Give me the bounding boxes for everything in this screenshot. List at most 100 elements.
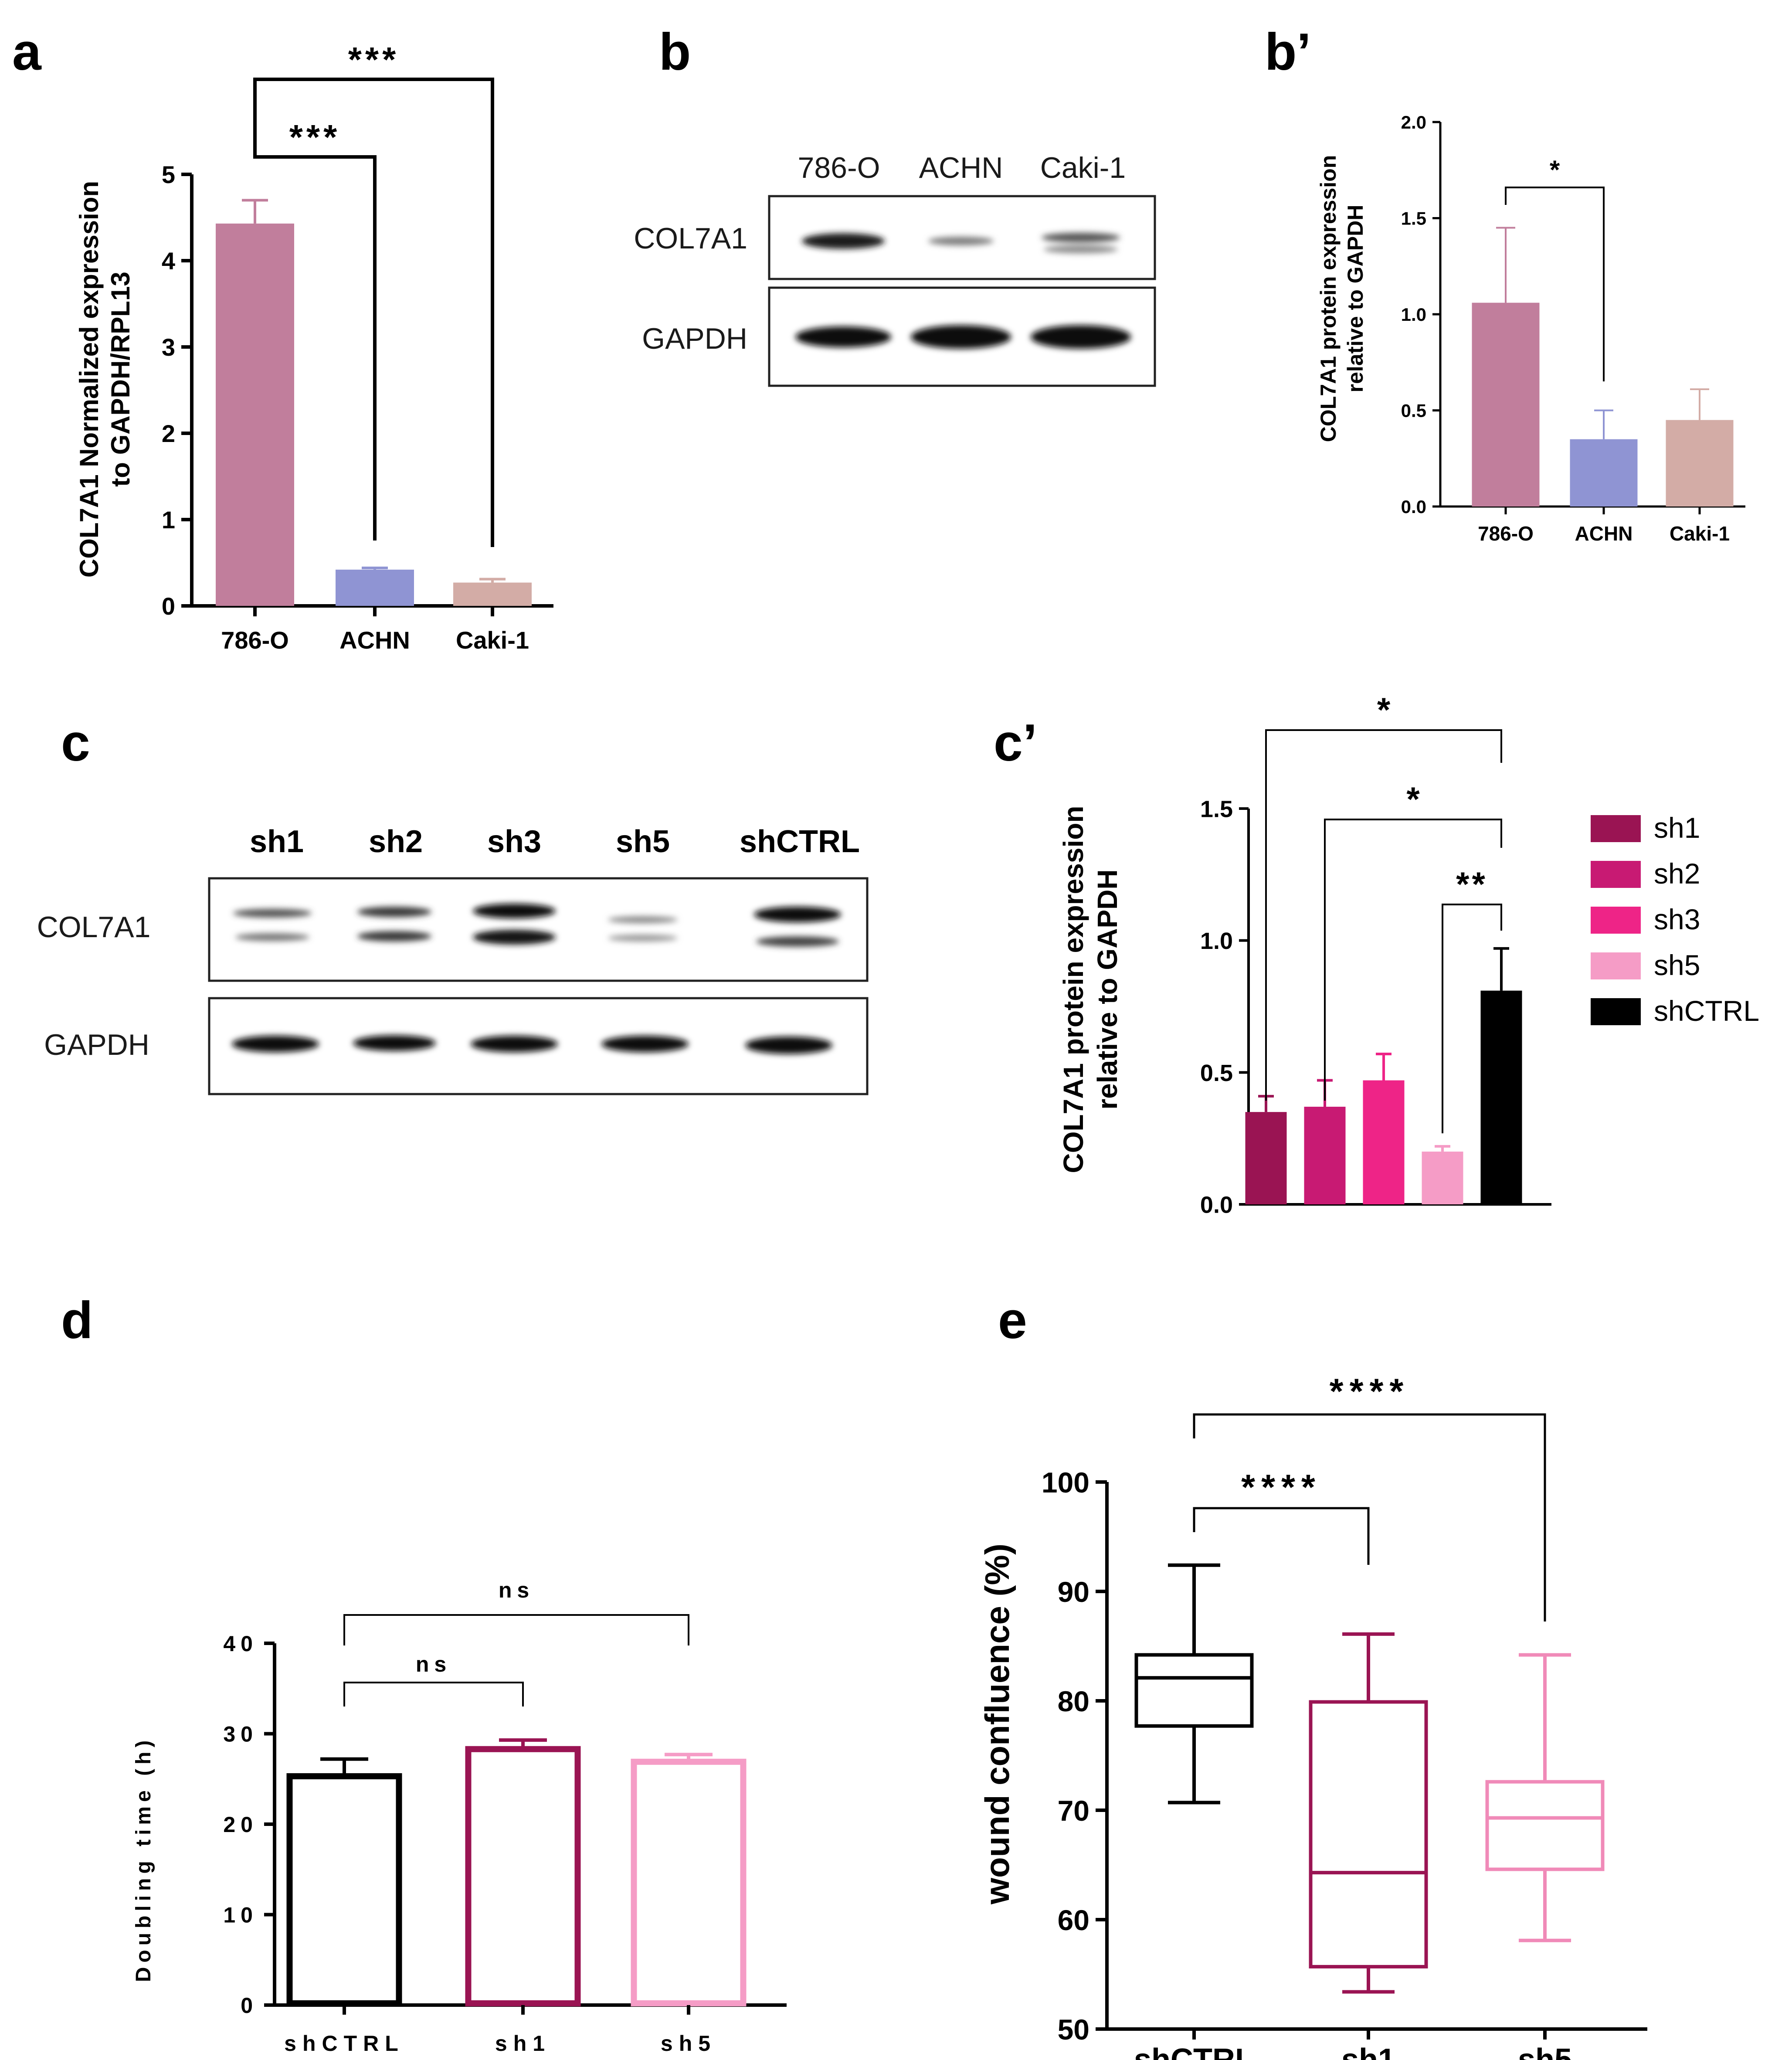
western-blot-c: sh1 sh2 sh3 sh5 shCTRL COL7A1 GAPDH	[37, 824, 869, 1095]
chart-bprime-protein-expression: COL7A1 protein expression relative to GA…	[1316, 112, 1745, 545]
chart-e-box-shctrl	[1134, 1653, 1254, 1728]
chart-cprime-y-tick-label-0-5: 0.5	[1200, 1060, 1233, 1086]
blot-c-row-col7a1: COL7A1	[37, 911, 151, 944]
chart-d-sig-shctrl-sh5-bracket	[343, 1614, 689, 1645]
blot-b-lane-achn: ACHN	[919, 151, 1003, 184]
chart-a-bar-786-o	[216, 223, 294, 606]
band-c-col7a1-sh2-upper	[357, 907, 431, 917]
chart-d-x-tick-label-shctrl: shCTRL	[284, 2031, 404, 2056]
band-c-gapdh-sh3	[471, 1036, 558, 1052]
chart-bprime-y-axis-label: COL7A1 protein expression relative to GA…	[1316, 155, 1368, 442]
chart-cprime-legend-label-shctrl: shCTRL	[1654, 995, 1759, 1027]
chart-a-sig-786o-achn-bracket	[253, 131, 377, 540]
blot-c-lane-sh2: sh2	[369, 824, 423, 859]
blot-b-lane-786o: 786-O	[798, 151, 880, 184]
chart-cprime-bar-sh5	[1422, 1151, 1463, 1204]
chart-a-y-tick-label-1: 1	[162, 506, 175, 534]
band-c-gapdh-sh2	[353, 1035, 436, 1051]
band-c-col7a1-sh5-lower	[608, 935, 678, 942]
chart-cprime-y-tick-label-0-0: 0.0	[1200, 1192, 1233, 1218]
chart-cprime-y-axis-label: COL7A1 protein expression relative to GA…	[1058, 806, 1123, 1173]
band-c-col7a1-sh5-upper	[608, 916, 678, 923]
panel-label-d: d	[61, 1291, 93, 1350]
chart-bprime-bar-caki-1	[1666, 420, 1734, 507]
chart-bprime-x-tick-label-786-o: 786-O	[1478, 522, 1534, 545]
panel-label-a: a	[12, 23, 42, 81]
chart-d-sig-shctrl-sh1-bracket	[343, 1682, 524, 1706]
chart-e-y-tick-label-80: 80	[1058, 1685, 1089, 1717]
chart-e-x-tick-label-sh5: sh5	[1518, 2043, 1572, 2060]
chart-a-y-tick-label-0: 0	[162, 592, 175, 620]
chart-cprime-legend-swatch-sh2	[1591, 861, 1641, 888]
chart-e-sig-shctrl-sh1-label: ****	[1241, 1468, 1321, 1507]
chart-d-sig-shctrl-sh1-label: ns	[416, 1652, 451, 1676]
chart-a-y-tick-label-3: 3	[162, 333, 175, 361]
band-c-gapdh-sh5	[601, 1036, 689, 1052]
chart-e-sig-shctrl-sh1-bracket	[1193, 1507, 1370, 1565]
chart-d-y-tick-label-30: 30	[223, 1722, 258, 1747]
chart-a-ylabel-line2: to GAPDH/RPL13	[106, 272, 135, 486]
chart-d-ylabel: Doubling time (h)	[132, 1736, 155, 1982]
blot-c-lane-shctrl: shCTRL	[740, 824, 860, 859]
band-b-gapdh-786o	[795, 326, 891, 347]
chart-e-sig-shctrl-sh5-bracket	[1193, 1413, 1546, 1621]
band-c-col7a1-sh2-lower	[357, 931, 431, 942]
blot-b-lane-caki1: Caki-1	[1040, 151, 1126, 184]
chart-cprime-legend-label-sh5: sh5	[1654, 949, 1700, 981]
chart-a-relative-expression: COL7A1 Normalized expression to GAPDH/RP…	[75, 40, 553, 654]
chart-bprime-y-tick-label-0-0: 0.0	[1401, 496, 1426, 517]
chart-cprime-sig-sh1-shctrl-bracket	[1265, 729, 1502, 1101]
chart-cprime-bar-sh1	[1245, 1112, 1287, 1204]
chart-e-sig-shctrl-sh5-label: ****	[1330, 1372, 1410, 1411]
chart-cprime-bar-shctrl	[1480, 990, 1522, 1204]
chart-d-doubling-time: Doubling time (h) 0 10 20 30 40 shCTRL sh1 sh5 n…	[132, 1578, 787, 2056]
chart-a-x-tick-label-caki-1: Caki-1	[456, 626, 529, 654]
chart-cprime-knockdown-expression: COL7A1 protein expression relative to GA…	[1058, 690, 1759, 1218]
chart-cprime-bar-sh2	[1304, 1107, 1346, 1204]
chart-e-y-tick-label-50: 50	[1058, 2013, 1089, 2046]
band-b-gapdh-caki1	[1031, 325, 1131, 349]
chart-d-y-tick-label-20: 20	[223, 1812, 258, 1837]
band-b-col7a1-caki1-upper	[1042, 233, 1120, 242]
chart-bprime-y-tick-label-1-5: 1.5	[1401, 208, 1426, 229]
chart-cprime-legend-swatch-sh1	[1591, 815, 1641, 842]
chart-e-y-tick-label-100: 100	[1042, 1466, 1089, 1499]
band-c-gapdh-sh1	[232, 1036, 319, 1052]
chart-cprime-sig-sh2-shctrl-label: *	[1406, 780, 1420, 818]
chart-cprime-sig-sh5-shctrl-label: **	[1456, 865, 1488, 903]
chart-a-y-tick-label-4: 4	[162, 247, 175, 275]
chart-bprime-bar-786-o	[1472, 303, 1540, 507]
band-c-col7a1-sh1-upper	[233, 909, 312, 918]
band-b-col7a1-achn	[928, 237, 994, 245]
panel-label-c: c	[61, 714, 90, 772]
blot-c-col7a1-membrane	[208, 877, 869, 982]
chart-d-y-tick-label-0: 0	[241, 1993, 258, 2018]
panel-label-bprime: b’	[1265, 23, 1311, 81]
chart-d-bar-sh5	[631, 1758, 747, 2006]
blot-c-lane-sh1: sh1	[250, 824, 304, 859]
band-b-gapdh-achn	[911, 325, 1011, 349]
chart-bprime-x-tick-label-achn: ACHN	[1575, 522, 1633, 545]
blot-b-row-col7a1: COL7A1	[634, 222, 747, 255]
chart-bprime-sig-786o-achn-bracket	[1505, 187, 1605, 381]
band-c-col7a1-shctrl-upper	[754, 907, 841, 922]
chart-d-x-tick-label-sh1: sh1	[495, 2031, 551, 2056]
chart-a-bar-caki-1	[453, 582, 532, 606]
chart-cprime-ylabel-line2: relative to GAPDH	[1092, 869, 1123, 1109]
blot-c-lane-sh3: sh3	[487, 824, 541, 859]
chart-a-ylabel-line1: COL7A1 Normalized expression	[75, 181, 104, 578]
blot-b-row-gapdh: GAPDH	[642, 322, 747, 355]
chart-a-y-tick-label-2: 2	[162, 420, 175, 447]
panel-label-b: b	[659, 23, 691, 81]
panel-label-e: e	[998, 1291, 1027, 1350]
chart-a-x-tick-label-achn: ACHN	[339, 626, 410, 654]
western-blot-b: 786-O ACHN Caki-1 COL7A1 GAPDH	[634, 151, 1156, 387]
chart-bprime-y-tick-label-0-5: 0.5	[1401, 401, 1426, 421]
chart-e-box-sh5	[1485, 1780, 1605, 1871]
chart-cprime-legend-label-sh1: sh1	[1654, 812, 1700, 844]
chart-e-box-sh1	[1309, 1700, 1428, 1968]
chart-a-sig-786o-caki1-label: ***	[348, 40, 399, 79]
chart-bprime-ylabel-line2: relative to GAPDH	[1343, 205, 1368, 393]
chart-d-x-tick-label-sh5: sh5	[661, 2031, 716, 2056]
